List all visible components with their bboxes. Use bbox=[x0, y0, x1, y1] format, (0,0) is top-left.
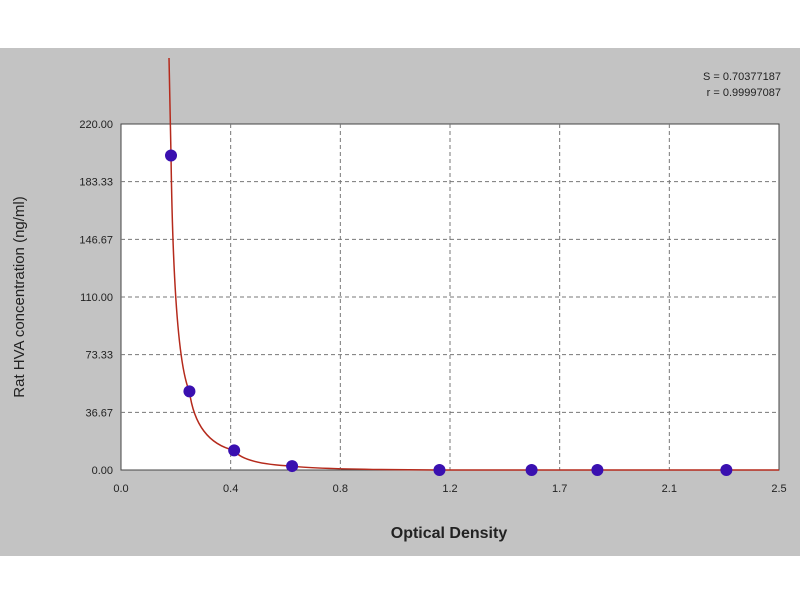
data-point bbox=[286, 460, 299, 473]
y-tick-label: 36.67 bbox=[85, 407, 113, 419]
x-tick-label: 0.8 bbox=[333, 483, 348, 495]
x-axis-title: Optical Density bbox=[391, 525, 508, 542]
data-point bbox=[228, 444, 241, 457]
x-tick-label: 2.1 bbox=[662, 483, 677, 495]
data-point bbox=[525, 464, 538, 476]
y-tick-label: 146.67 bbox=[79, 234, 113, 246]
x-tick-label: 2.5 bbox=[771, 483, 786, 495]
data-point bbox=[720, 464, 733, 476]
stat-r: r = 0.99997087 bbox=[707, 87, 781, 99]
data-points bbox=[165, 149, 733, 476]
data-point bbox=[165, 149, 178, 162]
x-tick-label: 0.0 bbox=[113, 483, 128, 495]
standard-curve-chart: 0.0 0.4 0.8 1.2 1.7 2.1 2.5 0.00 36.67 73.33 110.… bbox=[11, 57, 787, 542]
data-point bbox=[433, 464, 446, 476]
data-point bbox=[591, 464, 604, 476]
y-tick-label: 220.00 bbox=[79, 119, 113, 131]
chart-panel: 0.0 0.4 0.8 1.2 1.7 2.1 2.5 0.00 36.67 73.33 110.… bbox=[0, 48, 800, 556]
x-axis-ticks: 0.0 0.4 0.8 1.2 1.7 2.1 2.5 bbox=[113, 483, 786, 495]
x-tick-label: 1.7 bbox=[552, 483, 567, 495]
y-tick-label: 73.33 bbox=[85, 350, 113, 362]
x-tick-label: 1.2 bbox=[442, 483, 457, 495]
stat-s: S = 0.70377187 bbox=[703, 71, 781, 83]
data-point bbox=[183, 385, 196, 398]
grid-lines bbox=[121, 124, 779, 470]
y-tick-label: 110.00 bbox=[80, 292, 113, 304]
y-tick-label: 183.33 bbox=[79, 177, 113, 189]
y-axis-title: Rat HVA concentration (ng/ml) bbox=[11, 196, 28, 397]
y-axis-ticks: 0.00 36.67 73.33 110.00 146.67 183.33 220.00 bbox=[79, 119, 113, 477]
x-tick-label: 0.4 bbox=[223, 483, 238, 495]
y-tick-label: 0.00 bbox=[92, 465, 113, 477]
